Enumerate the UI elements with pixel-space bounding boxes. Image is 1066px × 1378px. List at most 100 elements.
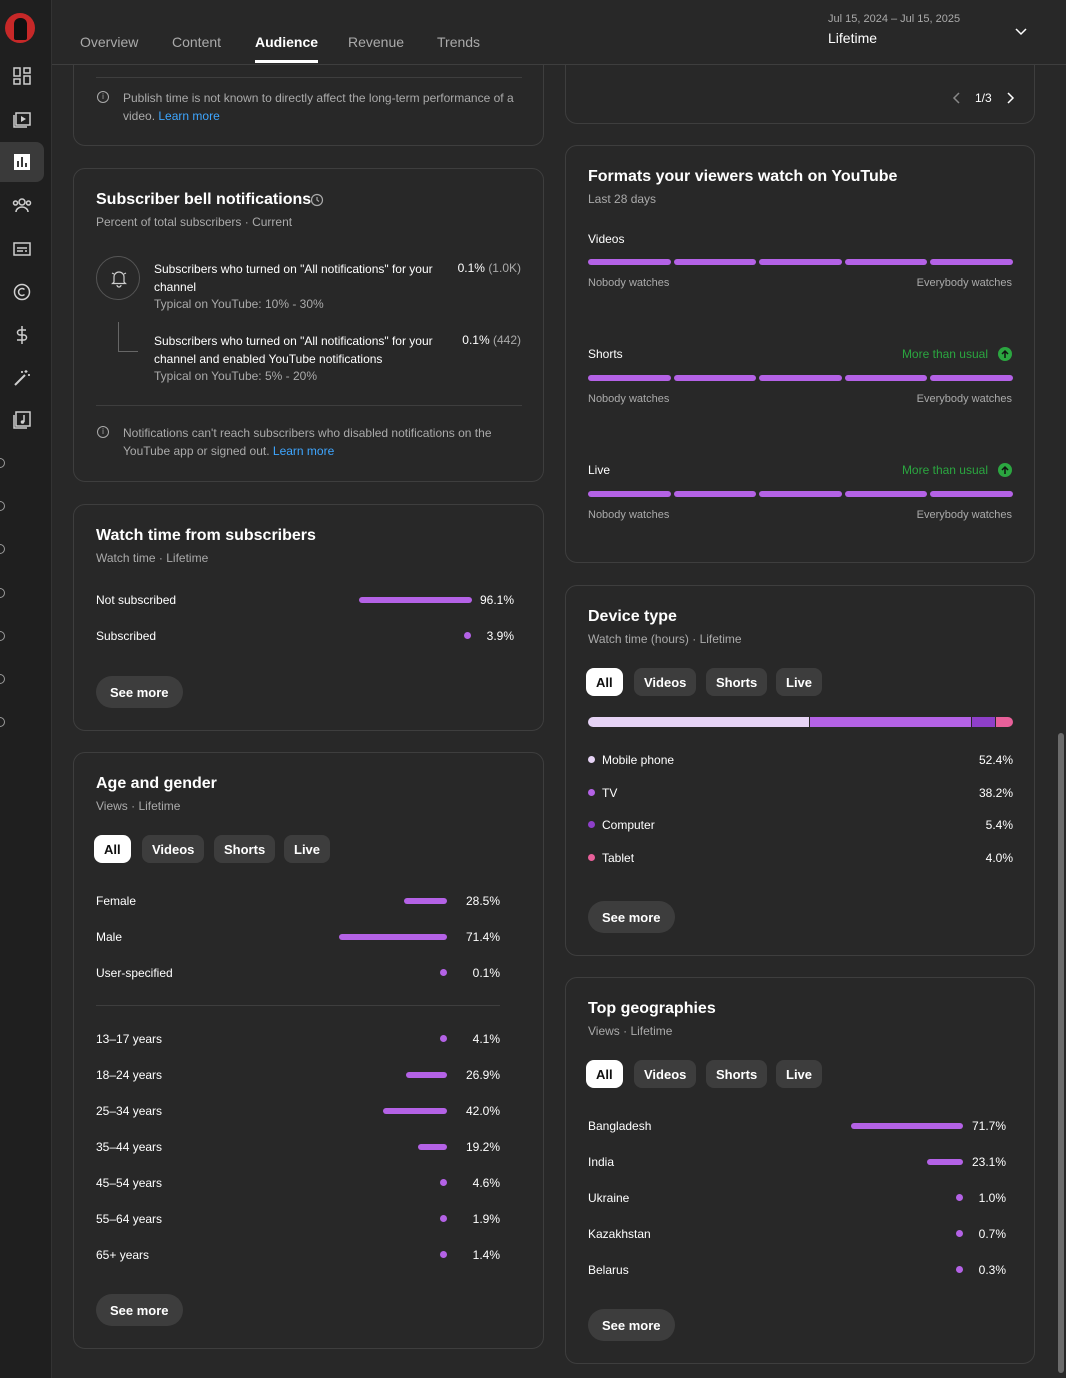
row-value: 71.7% — [971, 1119, 1006, 1133]
copyright-icon[interactable] — [0, 272, 44, 312]
device-type-card: Device type Watch time (hours) · Lifetim… — [565, 585, 1035, 956]
row-value: 1.9% — [472, 1212, 500, 1226]
date-period-label[interactable]: Lifetime — [828, 30, 878, 46]
card-title: Device type — [588, 608, 677, 625]
row-value: 0.7% — [978, 1227, 1006, 1241]
see-more-button[interactable]: See more — [96, 676, 183, 708]
legend-dot — [588, 788, 595, 796]
legend-value: 38.2% — [978, 785, 1013, 800]
filter-chip-live[interactable]: Live — [776, 1060, 823, 1088]
filter-chip-videos[interactable]: Videos — [634, 1060, 697, 1088]
bar — [383, 1108, 447, 1114]
dashboard-icon[interactable] — [0, 56, 44, 96]
customization-icon[interactable] — [0, 358, 44, 398]
tab-revenue[interactable]: Revenue — [348, 34, 405, 50]
legend-value: 5.4% — [985, 818, 1013, 832]
bell-row-2-text: Subscribers who turned on "All notificat… — [154, 334, 433, 366]
chevron-right-icon[interactable] — [1004, 91, 1016, 105]
card-subtitle: Last 28 days — [588, 192, 657, 206]
row-label: Not subscribed — [96, 593, 177, 607]
format-scale — [588, 491, 1013, 497]
tab-trends[interactable]: Trends — [437, 34, 481, 50]
trend-badge: More than usual — [901, 347, 988, 361]
see-more-button[interactable]: See more — [588, 1309, 675, 1341]
legend-label: Computer — [602, 818, 655, 832]
filter-chip-shorts[interactable]: Shorts — [706, 1060, 768, 1088]
help-icon[interactable] — [0, 544, 5, 554]
filter-chip-all[interactable]: All — [94, 835, 131, 863]
legend-label: TV — [602, 785, 618, 800]
row-value: 4.6% — [472, 1176, 500, 1190]
bar — [418, 1144, 447, 1150]
row-value: 96.1% — [479, 593, 514, 607]
date-range-text[interactable]: Jul 15, 2024 – Jul 15, 2025 — [828, 13, 961, 25]
subtitles-icon[interactable] — [0, 229, 44, 269]
scale-low-label: Nobody watches — [588, 277, 670, 289]
learn-more-link[interactable]: Learn more — [158, 109, 220, 123]
info-icon: i — [97, 426, 109, 438]
filter-chip-shorts[interactable]: Shorts — [706, 668, 768, 696]
bell-row-2-typical: Typical on YouTube: 5% - 20% — [154, 369, 317, 383]
device-stacked-bar — [588, 717, 1013, 727]
channel-avatar[interactable] — [5, 13, 35, 43]
filter-chip-all[interactable]: All — [586, 1060, 623, 1088]
divider — [96, 1005, 500, 1006]
community-icon[interactable] — [0, 185, 44, 225]
filter-chip-live[interactable]: Live — [776, 668, 823, 696]
legend-dot — [588, 821, 595, 828]
row-value: 42.0% — [465, 1104, 500, 1118]
row-label: Female — [96, 894, 137, 908]
scale-high-label: Everybody watches — [916, 393, 1012, 405]
settings-icon[interactable] — [0, 458, 5, 468]
watch-time-subscribers-card: Watch time from subscribers Watch time ·… — [73, 504, 544, 731]
tab-overview[interactable]: Overview — [80, 34, 139, 50]
row-value: 71.4% — [465, 930, 500, 944]
filter-chip-videos[interactable]: Videos — [634, 668, 697, 696]
row-label: 65+ years — [96, 1248, 150, 1262]
filter-chip-live[interactable]: Live — [284, 835, 331, 863]
rail-extra-icon-4[interactable] — [0, 717, 5, 727]
chevron-down-icon[interactable] — [1014, 24, 1028, 38]
bar — [956, 1230, 963, 1237]
filter-chip-shorts[interactable]: Shorts — [214, 835, 276, 863]
learn-more-link[interactable]: Learn more — [272, 444, 335, 458]
see-more-button[interactable]: See more — [96, 1294, 183, 1326]
bar — [440, 1179, 447, 1186]
divider — [96, 77, 522, 78]
tab-audience[interactable]: Audience — [255, 34, 319, 63]
filter-chip-videos[interactable]: Videos — [142, 835, 205, 863]
device-segment — [971, 717, 996, 727]
feedback-icon[interactable] — [0, 501, 5, 511]
rail-extra-icon-1[interactable] — [0, 588, 5, 598]
bar — [404, 898, 447, 904]
format-scale — [588, 375, 1013, 381]
publish-note: Publish time is not known to directly af… — [123, 89, 523, 125]
bell-row-2-count: (442) — [492, 333, 521, 347]
tab-content[interactable]: Content — [172, 34, 222, 50]
analytics-tab-bar: Overview Content Audience Revenue Trends… — [52, 0, 1066, 65]
row-label: Kazakhstan — [588, 1227, 651, 1241]
card-title: Age and gender — [96, 775, 217, 792]
filter-chip-all[interactable]: All — [586, 668, 623, 696]
rail-extra-icon-2[interactable] — [0, 631, 5, 641]
see-more-button[interactable]: See more — [588, 901, 675, 933]
bell-row-1-value: 0.1% (1.0K) — [458, 261, 521, 275]
page-scrollbar[interactable] — [1058, 733, 1064, 1373]
format-name: Videos — [588, 232, 625, 246]
audio-library-icon[interactable] — [0, 400, 44, 440]
trend-badge: More than usual — [901, 463, 988, 477]
rail-extra-icon-3[interactable] — [0, 674, 5, 684]
row-value: 26.9% — [465, 1068, 500, 1082]
chevron-left-icon[interactable] — [951, 91, 963, 105]
earn-icon[interactable] — [0, 315, 44, 355]
analytics-icon[interactable] — [0, 142, 44, 182]
bar — [851, 1123, 963, 1129]
bar — [440, 969, 447, 976]
row-value: 0.3% — [978, 1263, 1006, 1277]
divider — [96, 405, 522, 406]
bell-row-1-count: (1.0K) — [488, 261, 521, 275]
publish-note-text: Publish time is not known to directly af… — [123, 91, 514, 123]
formats-card: Formats your viewers watch on YouTube La… — [565, 145, 1035, 563]
content-icon[interactable] — [0, 99, 44, 139]
bell-row-1-typical: Typical on YouTube: 10% - 30% — [154, 297, 324, 311]
